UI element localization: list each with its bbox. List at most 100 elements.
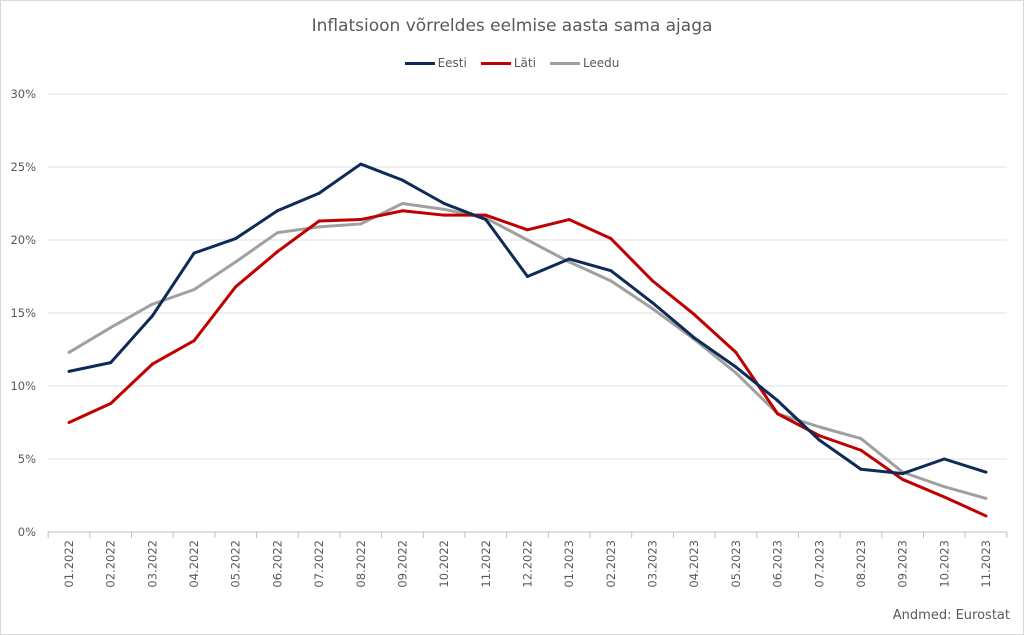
x-tick-label: 01.2022 [62,540,76,588]
data-point-eesti [484,218,488,222]
data-point-eesti [275,209,279,213]
legend-swatch-leedu [549,61,580,65]
data-point-eesti [317,191,321,195]
x-tick-label: 09.2023 [896,540,910,588]
data-point-leedu [359,222,363,226]
x-tick-label: 09.2022 [395,540,409,588]
legend-label: Eesti [437,56,467,70]
data-point-läti [859,448,863,452]
data-point-läti [317,219,321,223]
x-tick-label: 04.2023 [687,540,701,588]
data-point-eesti [651,301,655,305]
data-point-läti [526,228,529,232]
data-point-eesti [692,336,696,340]
chart-title: Inflatsioon võrreldes eelmise aasta sama… [311,16,713,36]
data-point-eesti [567,257,571,261]
x-tick-label: 05.2023 [729,540,743,588]
data-point-läti [192,339,196,343]
y-tick-label: 5% [18,452,36,466]
data-point-leedu [400,202,404,205]
data-point-leedu [651,307,655,311]
data-point-eesti [526,275,529,278]
legend-item-eesti: Eesti [404,56,467,70]
data-point-eesti [109,361,113,365]
x-tick-label: 07.2023 [812,540,826,588]
data-point-leedu [234,260,238,264]
y-tick-label: 0% [18,525,36,539]
x-tick-label: 05.2022 [229,540,243,588]
source-note: Andmed: Eurostat [892,608,1010,623]
data-point-eesti [859,467,863,471]
data-point-eesti [817,438,821,442]
data-point-leedu [442,207,446,211]
data-point-läti [400,209,404,213]
data-point-leedu [859,437,863,441]
y-tick-label: 30% [10,87,36,101]
data-point-läti [942,495,946,499]
data-point-eesti [150,314,154,318]
x-tick-label: 12.2022 [521,540,535,588]
x-tick-label: 03.2022 [145,540,159,588]
data-point-leedu [150,302,154,306]
x-tick-label: 07.2022 [312,540,326,588]
data-point-eesti [234,237,238,241]
data-point-leedu [526,238,529,242]
data-point-eesti [442,202,446,205]
data-point-leedu [317,225,321,229]
x-tick-label: 06.2022 [270,540,284,588]
y-tick-label: 15% [10,306,36,320]
data-point-leedu [984,496,988,500]
series-line-eesti [68,162,987,476]
data-point-läti [150,362,154,366]
data-point-leedu [817,425,821,429]
legend-swatch-eesti [404,61,435,65]
data-point-leedu [609,279,613,283]
data-point-läti [734,350,738,354]
legend: Eesti Läti Leedu [0,56,1024,70]
x-tick-label: 11.2023 [979,540,993,588]
data-point-läti [692,312,696,316]
x-tick-label: 08.2023 [854,540,868,588]
data-point-eesti [359,162,363,166]
x-tick-label: 10.2023 [937,540,951,588]
legend-item-leedu: Leedu [549,56,619,70]
legend-item-lati: Läti [480,56,536,70]
data-point-läti [484,213,488,217]
data-point-läti [776,412,780,416]
data-point-leedu [67,350,71,354]
data-point-leedu [734,371,738,375]
data-point-eesti [609,269,613,273]
data-point-eesti [67,369,71,373]
data-point-eesti [192,251,196,255]
data-point-läti [109,402,113,406]
x-tick-label: 11.2022 [479,540,493,588]
data-point-leedu [567,260,571,264]
data-point-läti [817,434,821,438]
data-point-leedu [109,326,113,330]
y-tick-label: 10% [10,379,36,393]
x-tick-label: 02.2023 [604,540,618,588]
data-point-leedu [275,231,279,235]
x-tick-label: 04.2022 [187,540,201,588]
data-point-läti [442,213,446,217]
x-tick-label: 02.2022 [104,540,118,588]
data-point-läti [609,237,613,241]
data-point-läti [234,285,238,289]
legend-label: Läti [513,56,536,70]
data-point-eesti [942,457,946,461]
data-point-eesti [734,365,738,369]
legend-swatch-lati [480,61,511,65]
data-point-leedu [192,288,196,292]
data-point-läti [651,279,655,283]
data-point-läti [275,250,279,254]
data-point-leedu [942,485,946,489]
x-tick-label: 01.2023 [562,540,576,588]
y-tick-label: 20% [10,233,36,247]
data-point-eesti [901,472,905,476]
data-point-läti [567,218,571,222]
data-point-eesti [776,399,780,403]
data-point-eesti [984,470,988,474]
data-point-läti [901,477,905,481]
series-line-läti [68,209,987,518]
